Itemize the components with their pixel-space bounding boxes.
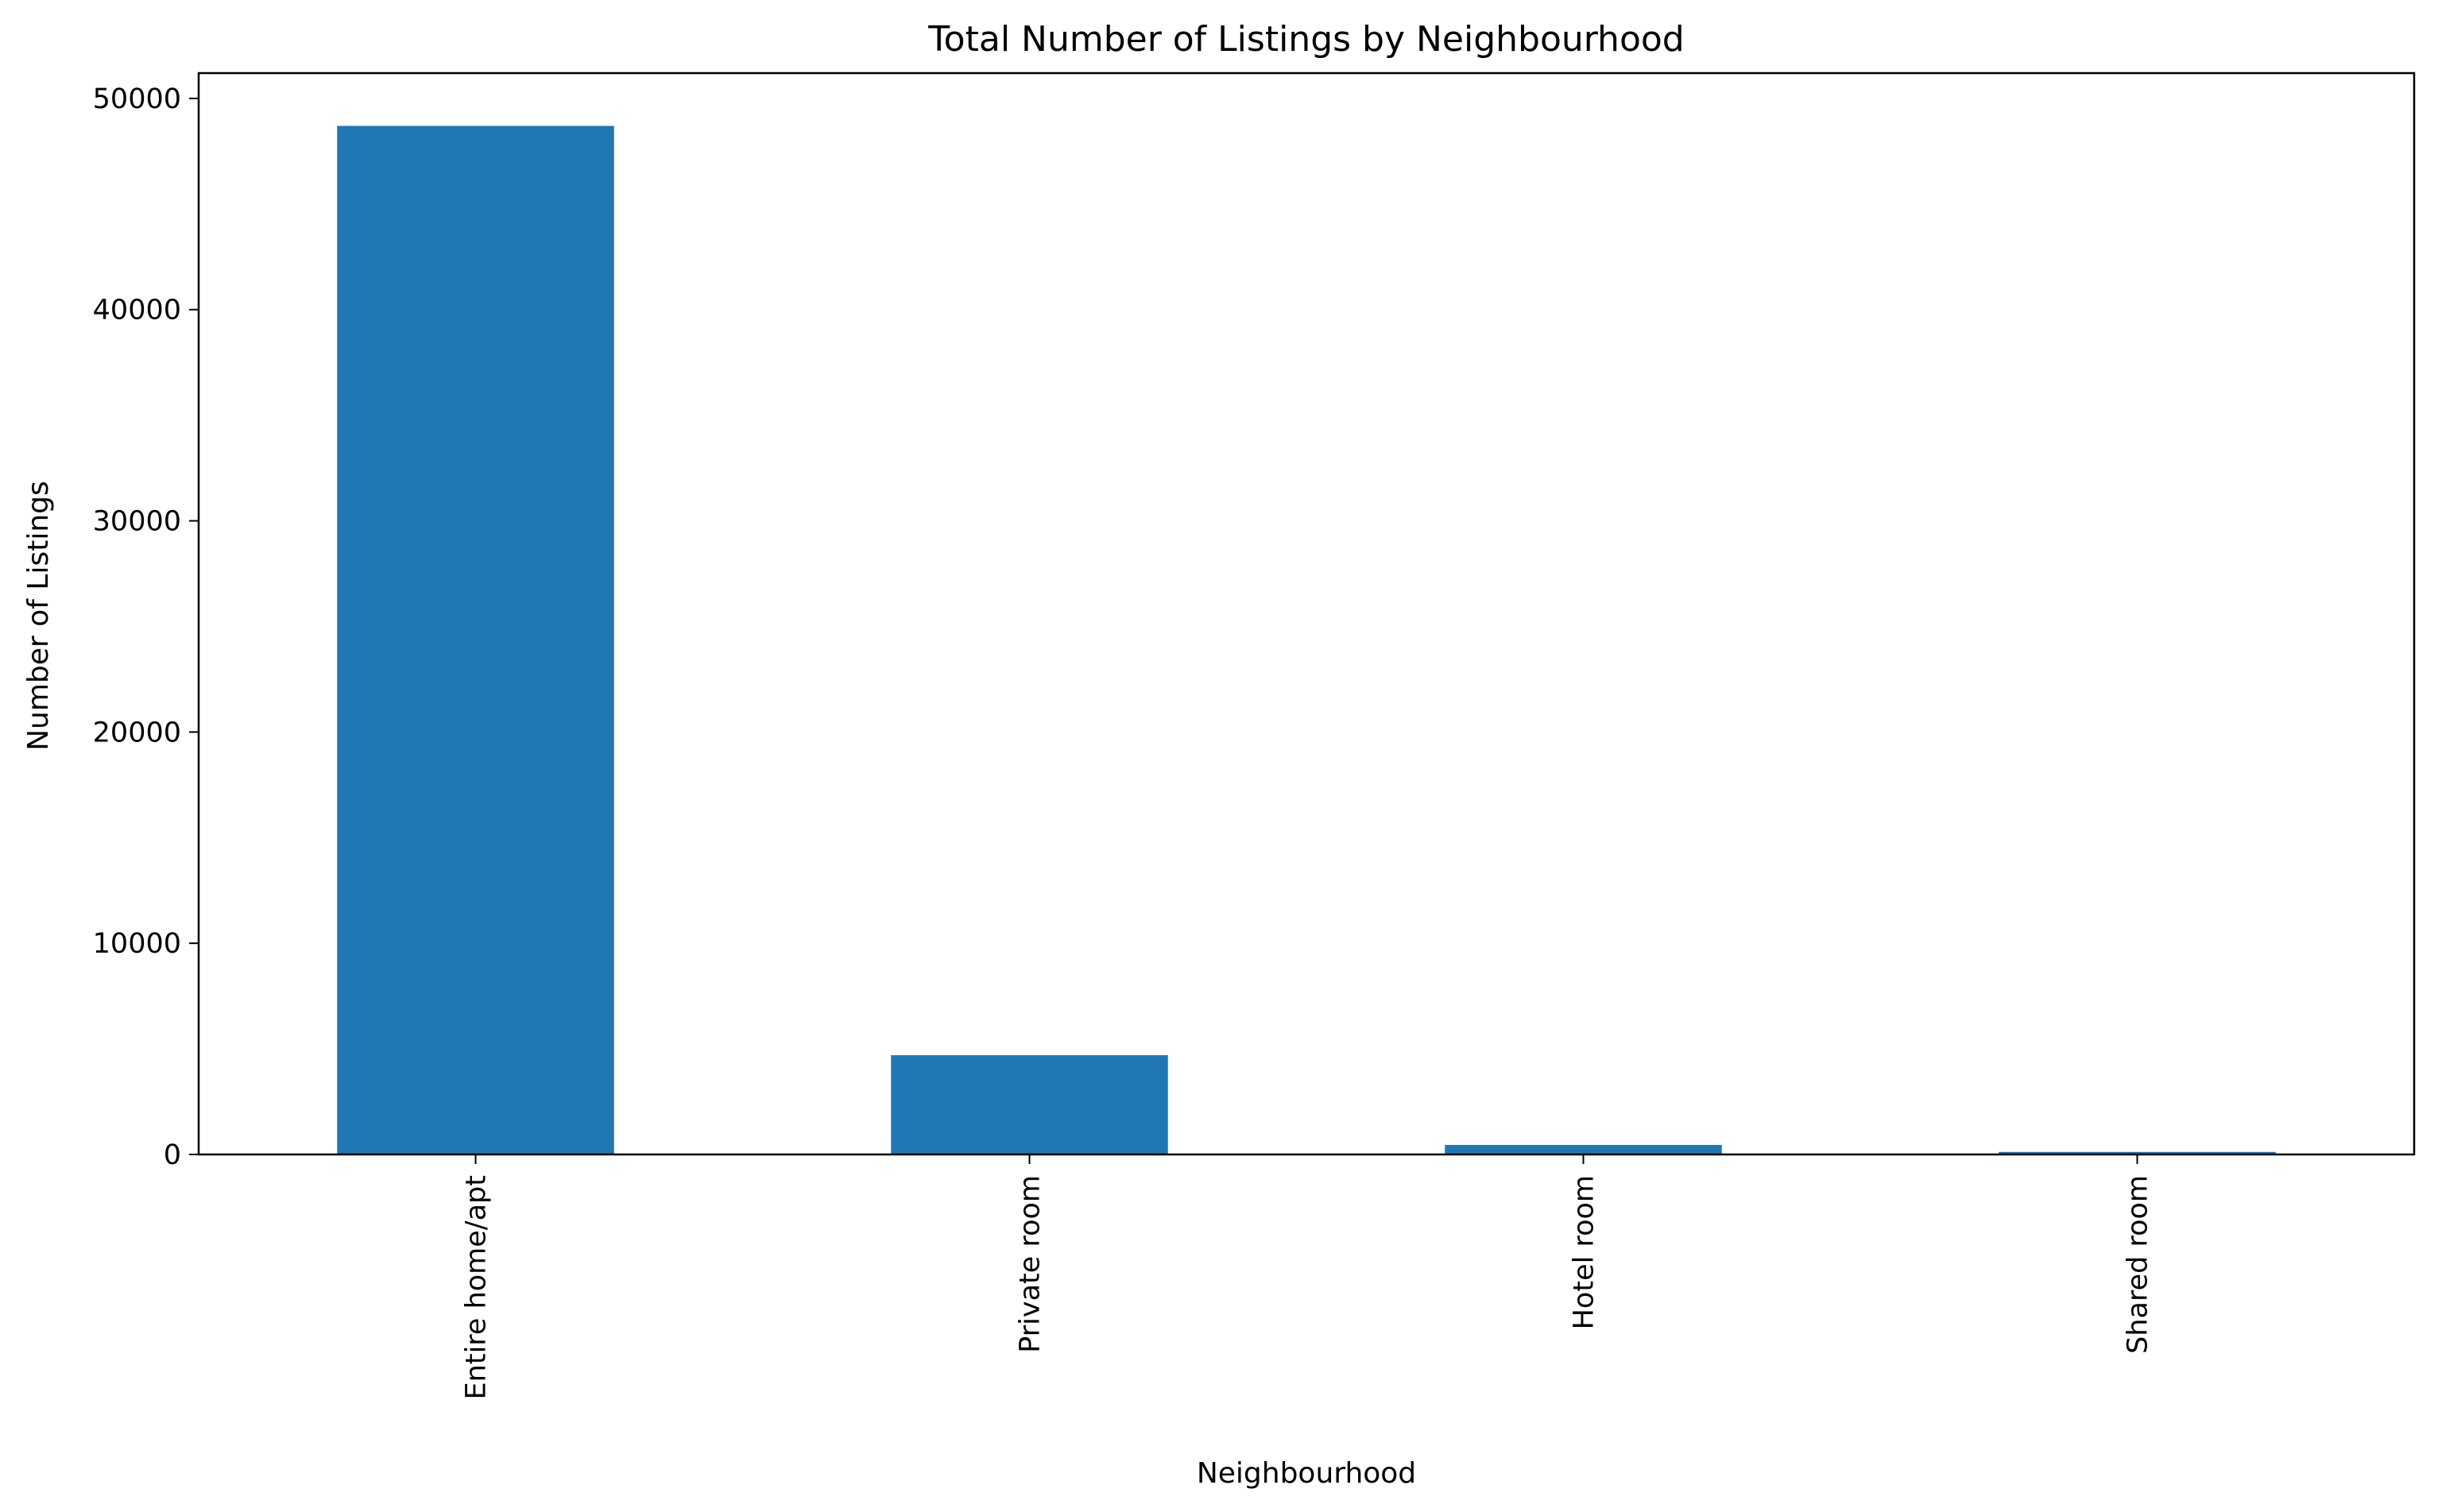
plot-area-frame [197,72,2416,1156]
y-axis-ticks: 0 10000 20000 30000 40000 50000 [93,83,199,1171]
y-tick-label-0: 0 [164,1139,181,1171]
chart-title: Total Number of Listings by Neighbourhoo… [927,19,1684,60]
x-tick-label-1: Private room [1015,1175,1047,1353]
y-tick-label-5: 50000 [93,83,181,115]
y-axis-label: Number of Listings [22,481,55,751]
bar-2 [1445,1145,1722,1154]
bars-layer [337,126,2276,1154]
y-tick-label-4: 40000 [93,295,181,327]
x-axis-ticks: Entire home/apt Private room Hotel room Sha… [461,1154,2154,1399]
x-tick-label-0: Entire home/apt [461,1175,493,1399]
bar-3 [1999,1151,2276,1154]
y-tick-label-2: 20000 [93,717,181,748]
y-tick-label-3: 30000 [93,506,181,538]
x-axis-label: Neighbourhood [1197,1457,1416,1490]
bar-1 [891,1055,1168,1154]
x-tick-label-2: Hotel room [1569,1175,1600,1329]
bar-0 [337,126,614,1154]
y-tick-label-1: 10000 [93,928,181,960]
x-tick-label-3: Shared room [2123,1175,2154,1354]
